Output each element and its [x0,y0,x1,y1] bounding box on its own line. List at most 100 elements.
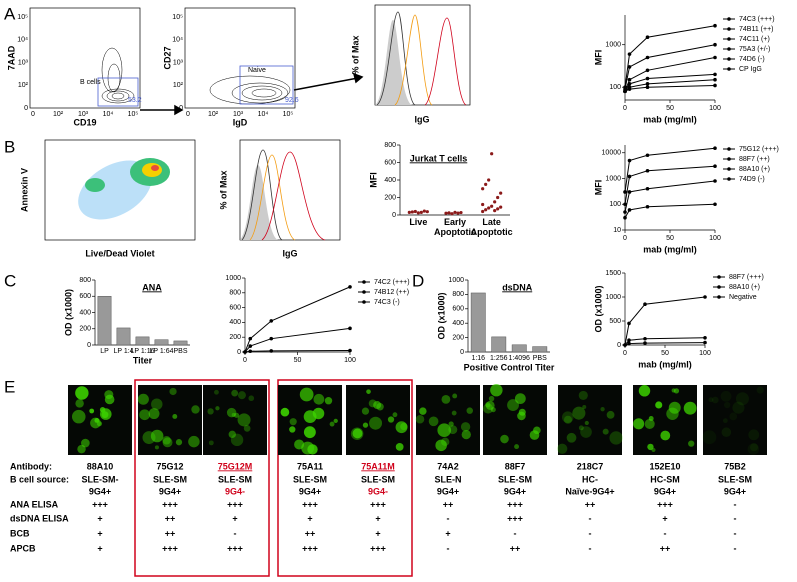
cell [362,422,369,428]
source: SLE-SM [218,474,252,484]
point [248,344,253,348]
point [713,164,717,169]
flow-tick-label: 10⁵ [17,14,28,21]
source: SLE-SM [361,474,395,484]
legend-marker [727,157,731,161]
cell [376,403,384,411]
cell [324,396,333,405]
x-tick-label: LP 1:4 [113,348,133,355]
chart-title: dsDNA [502,282,533,292]
cell [90,417,101,429]
cell [333,418,338,424]
table: Antibody: B cell source: ANA ELISA dsDNA EL… [10,461,752,553]
cell: - [589,513,592,523]
cell [723,401,731,409]
cell [366,389,371,394]
axis-label: MFI [593,180,603,196]
bar [491,336,507,353]
gate-label: Naive [248,67,266,74]
y-tick-label: 200 [79,326,91,333]
cell [373,401,382,410]
cell [606,410,615,419]
cell: +++ [370,543,386,553]
series-line [624,73,716,92]
point [422,209,426,213]
y-tick-label: 100 [609,84,621,91]
cell [207,408,214,415]
y-tick-label: 0 [87,342,91,349]
cell: - [664,528,667,538]
point [248,336,253,341]
axis-label: Titer [133,355,153,365]
cell [329,421,335,427]
y-tick-label: 600 [384,159,396,166]
cell: + [97,513,102,523]
cell [172,414,178,419]
axis-label: mab (mg/ml) [638,359,692,369]
cell [230,433,244,447]
cell [602,428,609,435]
axis-label: IgD [233,117,248,127]
legend-label: 75G12 (+++) [739,146,779,153]
source: SLE-SM [498,474,532,484]
point [248,349,253,354]
cell [415,414,425,424]
cell [99,408,112,420]
row-label: dsDNA ELISA [10,513,69,523]
cell [208,440,214,446]
axis-label: mab (mg/ml) [643,244,697,254]
source: 9G4- [368,486,388,496]
cell: ++ [165,528,176,538]
point [627,321,631,326]
panel-label: C [4,271,16,290]
series-line [624,165,716,205]
source: 9G4+ [159,486,181,496]
legend-marker [717,275,721,279]
point [425,210,429,214]
y-tick-label: 200 [452,334,464,341]
cell [75,386,89,400]
x-tick-label: Live [409,217,427,227]
point [623,215,627,220]
cell [289,426,296,433]
cell [561,411,574,423]
source: 9G4+ [89,486,111,496]
flow-tick-label: 10⁵ [283,111,294,118]
flow-tick-label: 10² [173,82,184,89]
point [484,182,488,186]
bar [97,296,112,346]
legend-marker [727,17,731,21]
cell [419,407,427,415]
x-tick-label: 100 [709,235,721,242]
series-line [624,44,716,90]
flow-tick-label: 10³ [173,59,184,66]
x-tick-label: PBS [173,348,187,355]
y-tick-label: 400 [452,320,464,327]
source: SLE-SM [718,474,752,484]
point [484,208,488,212]
axis-label: Live/Dead Violet [85,248,154,258]
antibody: 75A11 [297,461,323,471]
point [456,211,460,215]
series-line [624,25,716,88]
y-tick-label: 1000 [605,175,621,182]
point [623,343,627,347]
micrograph [138,385,202,455]
legend-label: 74C3 (-) [374,299,400,306]
cell [514,393,526,405]
cell: - [234,528,237,538]
x-tick-label: 0 [243,357,247,364]
source: 9G4- [225,486,245,496]
point [703,336,707,340]
bar [135,336,150,346]
flow-tick-label: 10⁴ [103,111,114,118]
cell: ++ [165,513,176,523]
flow-tick-label: 10⁴ [258,111,269,118]
legend-marker [717,285,721,289]
cell [655,401,663,409]
cell [188,435,200,448]
cell [162,436,171,445]
cell [609,431,623,445]
point [645,76,650,81]
cell [352,428,363,439]
